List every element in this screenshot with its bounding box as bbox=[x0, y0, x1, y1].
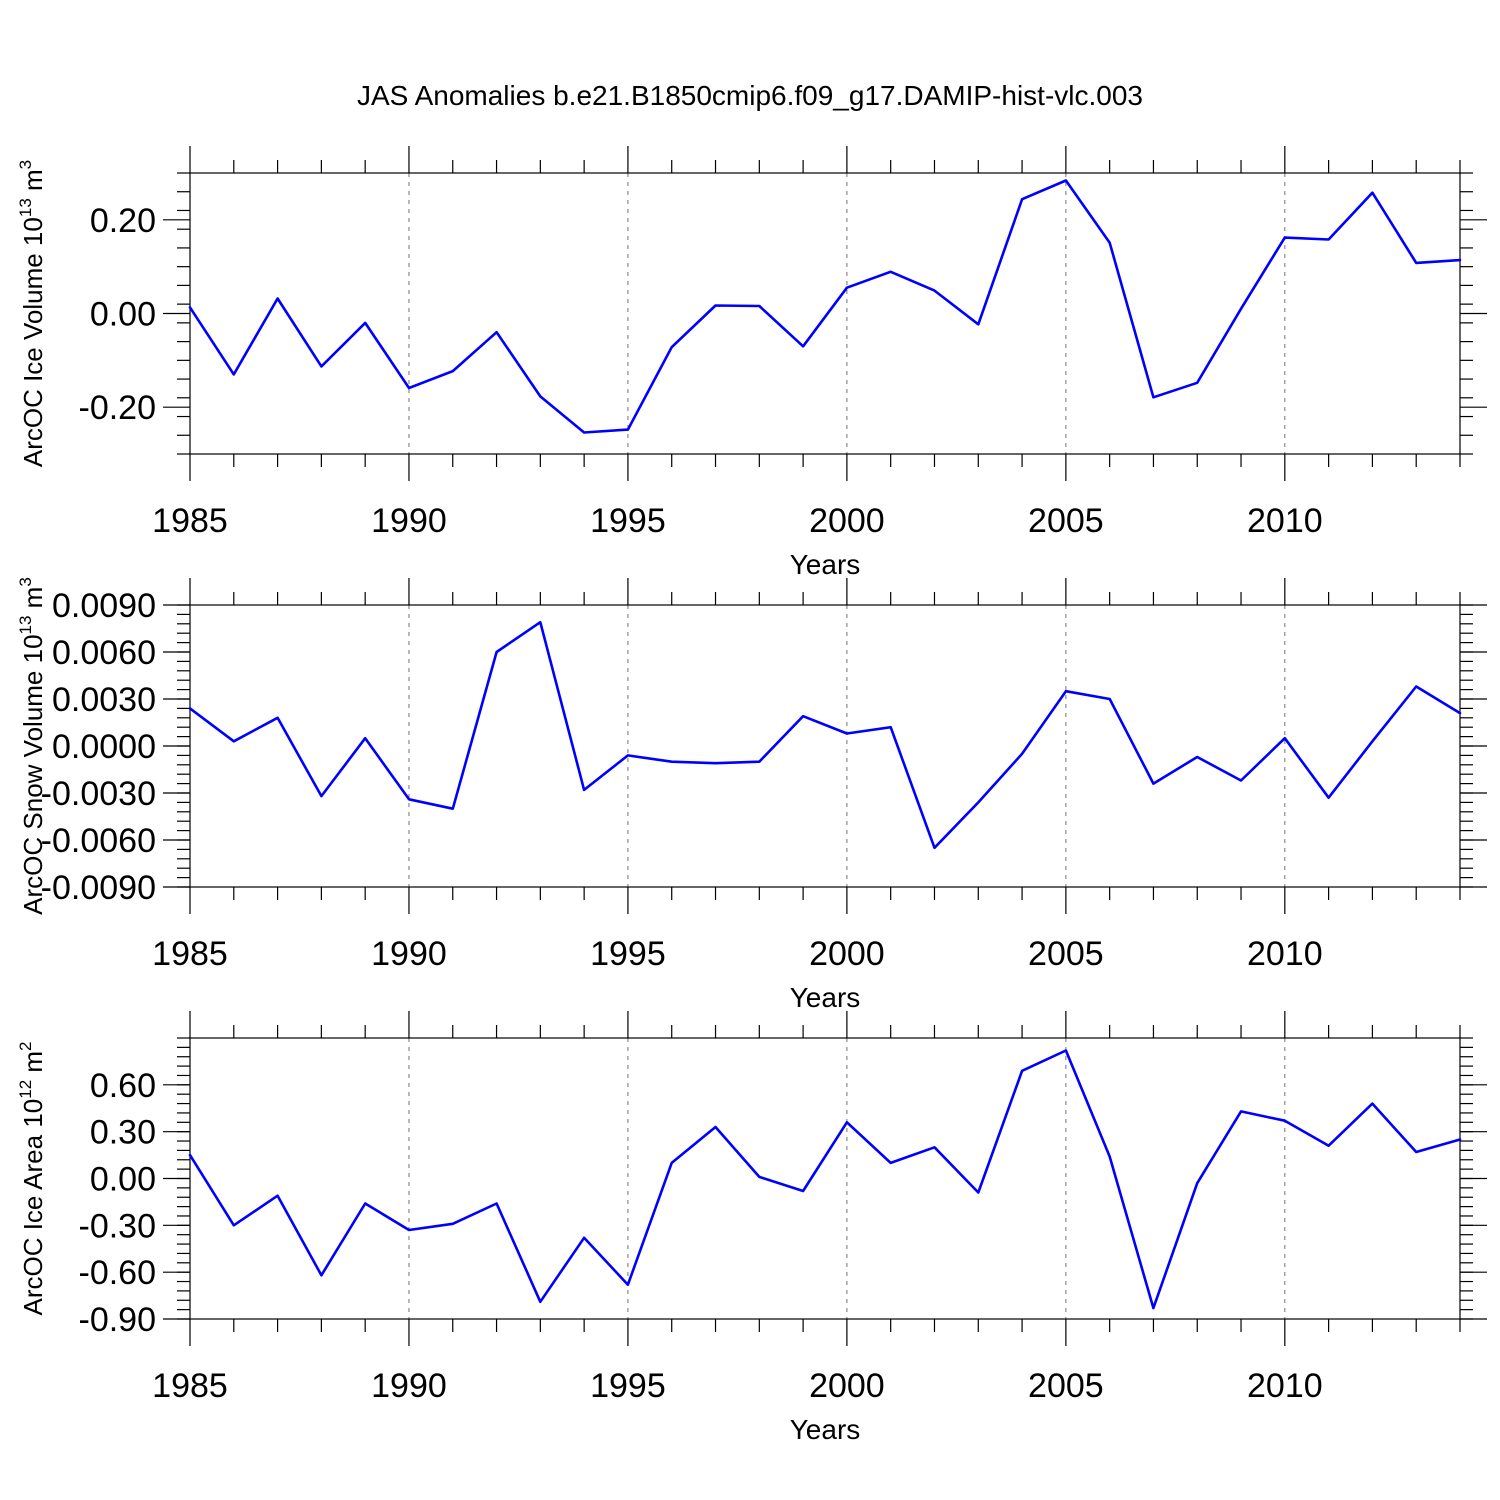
y-tick-label: -0.60 bbox=[79, 1254, 157, 1292]
y-axis-label-part: 13 bbox=[16, 616, 35, 635]
x-tick-label: 1990 bbox=[371, 935, 447, 973]
y-tick-label: -0.0090 bbox=[41, 869, 156, 907]
chart-panel-3: 1985 1990 1995 2000 2005 2010 0.60 0.30 0.00 -0.3… bbox=[16, 1011, 1487, 1445]
y-axis-label-part: 13 bbox=[16, 198, 35, 217]
x-tick-label: 1985 bbox=[152, 935, 228, 973]
y-axis-label-part: m bbox=[18, 1051, 48, 1080]
chart-panel-1: 1985 1990 1995 2000 2005 2010 0.20 0.00 -0.20 Yea… bbox=[16, 146, 1487, 580]
x-tick-label: 2000 bbox=[809, 1367, 885, 1405]
x-tick-label: 2010 bbox=[1247, 502, 1323, 540]
series-line bbox=[188, 620, 1462, 850]
plot-frame bbox=[189, 172, 1461, 455]
y-axis-label-part: m bbox=[18, 169, 48, 198]
series-line bbox=[188, 1049, 1462, 1310]
x-tick-label: 1985 bbox=[152, 1367, 228, 1405]
x-tick-label: 2005 bbox=[1028, 935, 1104, 973]
y-tick-label: -0.0060 bbox=[41, 822, 156, 860]
x-tick-label: 1985 bbox=[152, 502, 228, 540]
plot-frame bbox=[189, 604, 1461, 888]
x-axis-label: Years bbox=[790, 982, 861, 1013]
x-tick-label: 1995 bbox=[590, 502, 666, 540]
y-tick-label: 0.00 bbox=[90, 1161, 156, 1199]
y-axis-label: ArcOC Ice Area 1012 m2 bbox=[16, 1041, 48, 1315]
x-tick-label: 1995 bbox=[590, 1367, 666, 1405]
y-axis-label-part: ArcOC Ice Area 10 bbox=[18, 1099, 48, 1316]
x-tick-label: 1990 bbox=[371, 502, 447, 540]
panels: 1985 1990 1995 2000 2005 2010 0.20 0.00 -0.20 Yea… bbox=[16, 146, 1487, 1445]
y-axis-label-part: 3 bbox=[16, 160, 35, 169]
y-tick-label: 0.0060 bbox=[52, 634, 156, 672]
x-axis-label: Years bbox=[790, 1414, 861, 1445]
chart-panel-2: 1985 1990 1995 2000 2005 2010 0.0090 0.0060 0.00… bbox=[16, 577, 1487, 1013]
y-axis-label: ArcOC Snow Volume 1013 m3 bbox=[16, 577, 48, 915]
y-tick-label: 0.60 bbox=[90, 1067, 156, 1105]
y-axis-label-part: ArcOC Ice Volume 10 bbox=[18, 217, 48, 467]
y-axis-label-part: m bbox=[18, 587, 48, 616]
y-tick-label: 0.00 bbox=[90, 296, 156, 334]
y-tick-label: 0.20 bbox=[90, 202, 156, 240]
y-axis-label-part: 12 bbox=[16, 1080, 35, 1099]
x-tick-label: 2010 bbox=[1247, 1367, 1323, 1405]
x-tick-label: 2005 bbox=[1028, 502, 1104, 540]
y-axis-label: ArcOC Ice Volume 1013 m3 bbox=[16, 160, 48, 467]
y-tick-label: -0.20 bbox=[79, 389, 157, 427]
x-tick-label: 2010 bbox=[1247, 935, 1323, 973]
y-axis-label-part: 3 bbox=[16, 577, 35, 586]
y-axis-label-part: 2 bbox=[16, 1041, 35, 1050]
x-tick-label: 2000 bbox=[809, 935, 885, 973]
y-tick-label: 0.0030 bbox=[52, 681, 156, 719]
x-tick-label: 1990 bbox=[371, 1367, 447, 1405]
y-tick-label: 0.0090 bbox=[52, 587, 156, 625]
x-axis-label: Years bbox=[790, 549, 861, 580]
y-tick-label: 0.30 bbox=[90, 1114, 156, 1152]
y-axis-label-part: ArcOC Snow Volume 10 bbox=[18, 634, 48, 914]
y-tick-label: -0.90 bbox=[79, 1301, 157, 1339]
x-tick-label: 2000 bbox=[809, 502, 885, 540]
y-tick-label: 0.0000 bbox=[52, 728, 156, 766]
figure-title: JAS Anomalies b.e21.B1850cmip6.f09_g17.D… bbox=[357, 80, 1143, 111]
series-line bbox=[188, 179, 1462, 434]
plot-frame bbox=[189, 1037, 1461, 1320]
y-tick-label: -0.30 bbox=[79, 1207, 157, 1245]
x-tick-label: 1995 bbox=[590, 935, 666, 973]
y-tick-label: -0.0030 bbox=[41, 775, 156, 813]
x-tick-label: 2005 bbox=[1028, 1367, 1104, 1405]
